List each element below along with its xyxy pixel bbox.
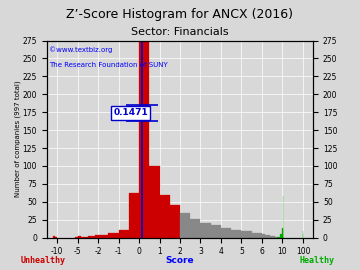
Bar [280,234,283,238]
Bar [76,237,77,238]
Bar [129,193,139,238]
Bar [262,234,265,238]
Bar [265,235,267,238]
Bar [77,236,81,238]
Bar [170,205,180,238]
Bar [180,213,190,238]
Bar [267,235,270,238]
Bar [190,219,201,238]
Bar [98,235,108,238]
Bar [91,236,95,238]
Bar [55,237,57,238]
Text: Healthy: Healthy [299,256,334,265]
Text: The Research Foundation of SUNY: The Research Foundation of SUNY [49,62,168,68]
Text: 0.1471: 0.1471 [113,108,148,117]
Text: Z’-Score Histogram for ANCX (2016): Z’-Score Histogram for ANCX (2016) [67,8,293,21]
Bar [242,231,252,238]
Bar [95,235,98,238]
Bar [159,195,170,238]
Bar [88,236,91,238]
Bar [252,232,262,238]
Bar [231,230,242,238]
Bar [53,236,55,238]
Bar [211,225,221,238]
Bar [221,228,231,238]
Text: Unhealthy: Unhealthy [21,256,66,265]
Bar [275,237,277,238]
Bar [277,237,280,238]
Bar [272,236,275,238]
Text: ©www.textbiz.org: ©www.textbiz.org [49,46,113,53]
Bar [84,237,88,238]
Bar [201,222,211,238]
Bar [270,236,272,238]
Bar [139,40,149,238]
Bar [118,230,129,238]
Bar [108,233,118,238]
X-axis label: Score: Score [166,256,194,265]
Bar [149,166,159,238]
Text: Sector: Financials: Sector: Financials [131,27,229,37]
Bar [81,237,84,238]
Y-axis label: Number of companies (997 total): Number of companies (997 total) [15,81,21,197]
